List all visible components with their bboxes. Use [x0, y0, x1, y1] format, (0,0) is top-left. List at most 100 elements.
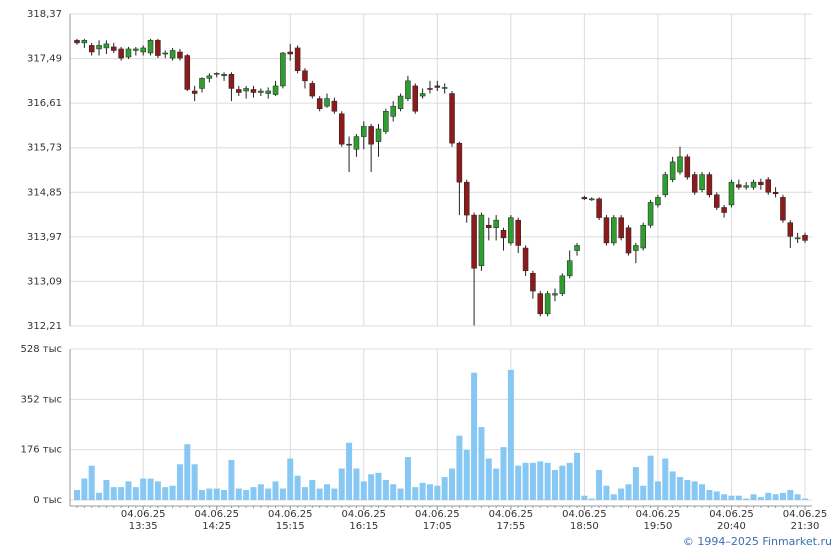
volume-bar — [397, 488, 404, 500]
volume-tick-label: 352 тыс — [21, 394, 62, 405]
volume-bar — [684, 479, 691, 500]
candle-body — [81, 40, 88, 44]
candle-body — [236, 89, 242, 93]
candle-body — [199, 78, 205, 89]
volume-bar — [243, 489, 250, 500]
candle-body — [184, 55, 191, 90]
x-tick-date: 04.06.25 — [415, 509, 460, 520]
volume-bar — [235, 488, 242, 500]
volume-bar — [765, 492, 772, 500]
candle-body — [714, 194, 720, 208]
candle-body — [111, 46, 117, 51]
volume-bar — [485, 458, 492, 500]
candle-body — [530, 273, 536, 292]
candle-body — [243, 88, 249, 92]
candle-body — [640, 224, 646, 249]
candle-body — [390, 105, 396, 117]
candle-body — [206, 75, 213, 79]
candle-body — [515, 219, 521, 246]
volume-bar — [213, 488, 220, 500]
volume-bar — [662, 458, 669, 500]
volume-bar — [228, 459, 235, 500]
candle-body — [103, 43, 110, 49]
candle-body — [662, 174, 669, 196]
volume-bar — [324, 484, 331, 500]
volume-bar — [500, 447, 507, 500]
volume-bar — [103, 479, 110, 500]
volume-bar — [184, 444, 191, 500]
volume-bar — [544, 462, 551, 500]
volume-bar — [250, 487, 257, 500]
volume-bar — [390, 484, 397, 500]
volume-bar — [757, 497, 764, 500]
volume-bar — [118, 487, 125, 500]
candle-body — [324, 98, 330, 107]
x-tick-time: 15:15 — [276, 521, 305, 532]
y-tick-label: 312,21 — [27, 321, 62, 332]
x-tick-time: 18:50 — [570, 521, 599, 532]
candle-body — [706, 174, 713, 196]
volume-bar — [154, 481, 161, 500]
candle-body — [228, 74, 235, 89]
candle-body — [169, 50, 176, 59]
volume-bar — [309, 479, 316, 500]
candle-body — [611, 217, 617, 244]
y-tick-label: 313,97 — [27, 232, 62, 243]
volume-bar — [287, 458, 294, 500]
footer[interactable]: © 1994–2025 Finmarket.ru — [683, 535, 832, 548]
candle-body — [250, 89, 257, 93]
candle-body — [309, 83, 316, 97]
candle-body — [155, 40, 161, 56]
candle-body — [162, 52, 168, 55]
candle-body — [397, 95, 404, 109]
volume-bar — [426, 484, 433, 500]
candle-body — [441, 87, 448, 89]
volume-bar — [96, 492, 103, 500]
candle-body — [427, 88, 433, 90]
candle-body — [258, 90, 264, 93]
candle-body — [544, 293, 551, 315]
candle-body — [177, 51, 183, 59]
volume-bar — [779, 492, 786, 500]
volume-bar — [750, 494, 757, 500]
candle-body — [486, 224, 492, 228]
candle-body — [88, 45, 95, 53]
volume-bar — [772, 494, 779, 500]
x-tick-date: 04.06.25 — [489, 509, 534, 520]
candle-body — [280, 52, 286, 87]
x-tick-date: 04.06.25 — [268, 509, 313, 520]
candle-body — [780, 197, 786, 221]
volume-bar — [537, 461, 544, 500]
volume-bar — [301, 487, 308, 500]
candle-body — [802, 235, 808, 241]
volume-bar — [721, 494, 728, 500]
candle-body — [508, 217, 514, 244]
candle-body — [405, 80, 411, 99]
candle-body — [412, 85, 419, 112]
candle-body — [772, 192, 779, 195]
x-tick-time: 13:35 — [129, 521, 158, 532]
volume-bar — [449, 468, 456, 500]
volume-bar — [441, 477, 448, 500]
candle-body — [728, 181, 735, 206]
candle-body — [684, 156, 691, 178]
candle-body — [581, 197, 588, 200]
volume-bar — [346, 442, 353, 500]
volume-bar — [316, 488, 323, 500]
x-tick-date: 04.06.25 — [342, 509, 387, 520]
volume-bar — [74, 489, 80, 500]
x-tick-time: 14:25 — [202, 521, 231, 532]
candle-body — [750, 181, 757, 188]
volume-bar — [176, 464, 183, 500]
candle-body — [478, 214, 485, 266]
volume-bar — [294, 475, 301, 500]
volume-bar — [743, 498, 750, 500]
candle-body — [677, 156, 683, 173]
volume-tick-label: 176 тыс — [21, 445, 62, 456]
volume-bar — [206, 488, 213, 500]
volume-bar — [368, 474, 375, 500]
candle-body — [758, 181, 764, 185]
candle-body — [471, 214, 477, 269]
candle-body — [221, 74, 227, 77]
volume-bar — [221, 489, 228, 500]
